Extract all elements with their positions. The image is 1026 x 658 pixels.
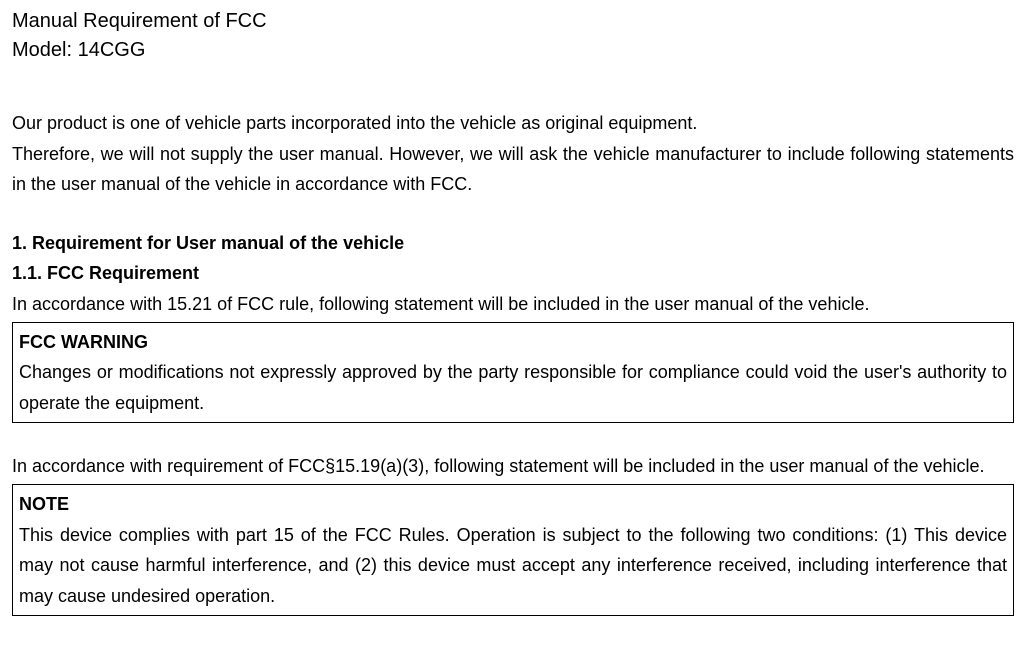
doc-model: Model: 14CGG — [12, 37, 1014, 64]
fcc-note-body: This device complies with part 15 of the… — [19, 520, 1007, 612]
section-1-1-heading: 1.1. FCC Requirement — [12, 258, 1014, 289]
spacer — [12, 423, 1014, 451]
spacer — [12, 66, 1014, 108]
doc-title: Manual Requirement of FCC — [12, 8, 1014, 35]
fcc-note-box: NOTE This device complies with part 15 o… — [12, 484, 1014, 616]
spacer — [12, 200, 1014, 228]
fcc-warning-title: FCC WARNING — [19, 327, 1007, 358]
fcc-warning-body: Changes or modifications not expressly a… — [19, 357, 1007, 418]
fcc-note-title: NOTE — [19, 489, 1007, 520]
section-1-lead-2: In accordance with requirement of FCC§15… — [12, 451, 1014, 482]
intro-line-1: Our product is one of vehicle parts inco… — [12, 108, 1014, 139]
section-1-heading: 1. Requirement for User manual of the ve… — [12, 228, 1014, 259]
fcc-warning-box: FCC WARNING Changes or modifications not… — [12, 322, 1014, 424]
intro-line-2: Therefore, we will not supply the user m… — [12, 139, 1014, 200]
section-1-lead-1: In accordance with 15.21 of FCC rule, fo… — [12, 289, 1014, 320]
